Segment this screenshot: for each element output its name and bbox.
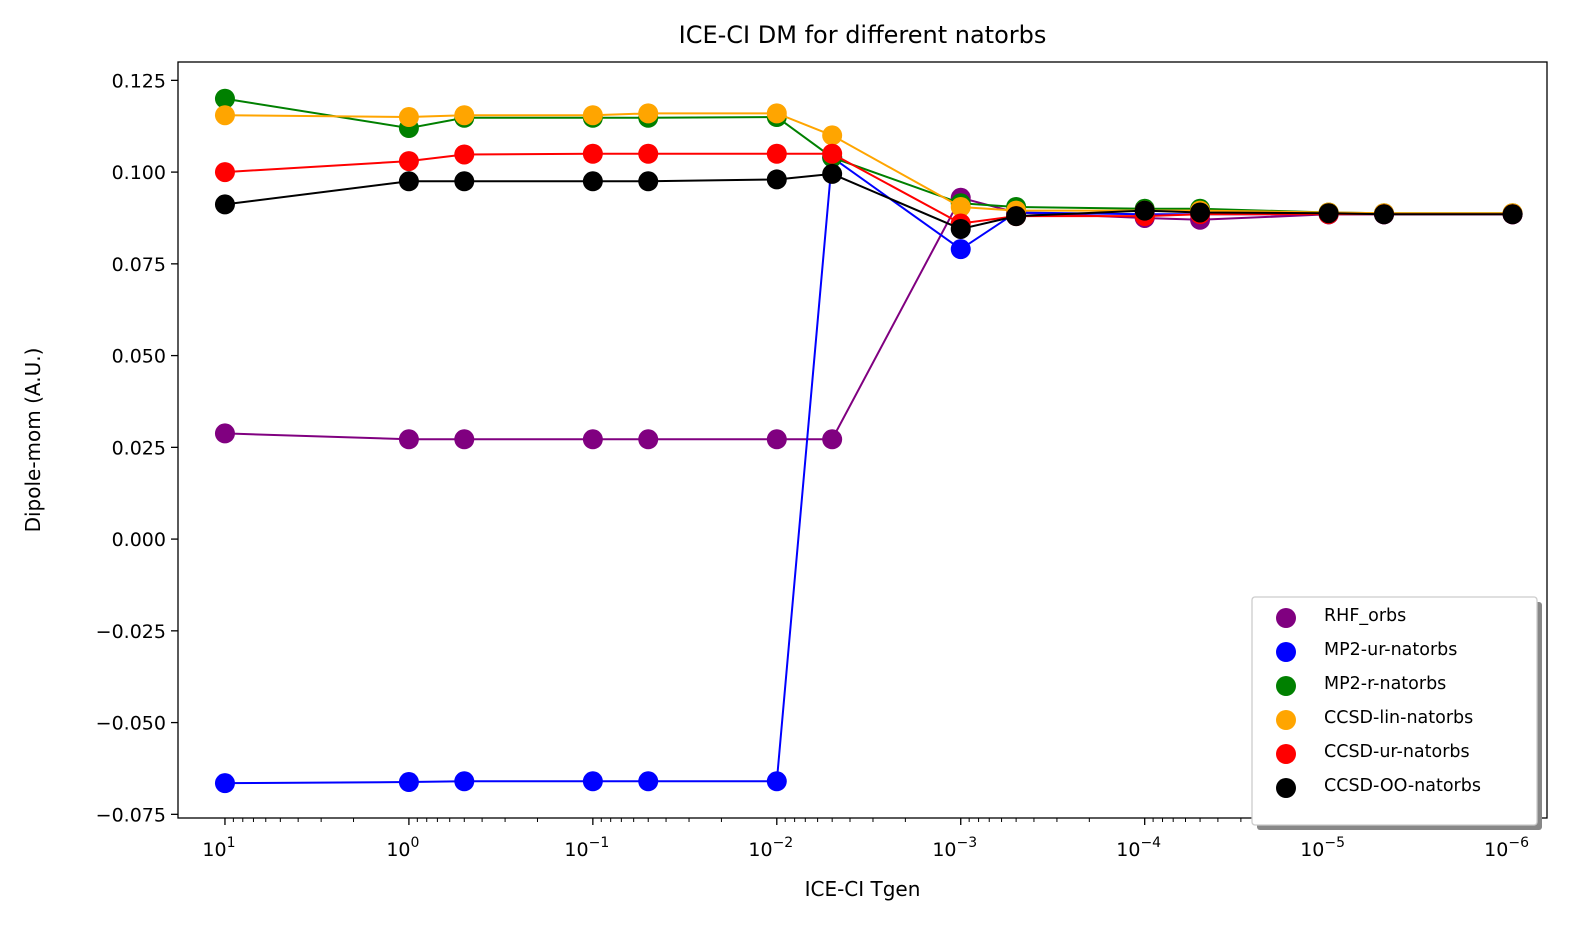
data-point [822,125,843,146]
data-point [1134,200,1155,221]
data-point [214,88,235,109]
data-point [398,171,419,192]
series-layer [214,88,1523,794]
x-tick-exponent: −4 [1140,835,1161,851]
data-point [214,105,235,126]
data-point [398,429,419,450]
data-point [398,151,419,172]
data-point [638,143,659,164]
x-axis-label: ICE-CI Tgen [805,877,921,901]
x-tick-label: 10−6 [1484,835,1529,861]
data-point [950,239,971,260]
series-line [224,152,1513,225]
data-point [822,163,843,184]
data-point [454,429,475,450]
y-tick-label: 0.075 [112,254,166,276]
data-point [454,144,475,165]
data-point [398,107,419,128]
data-point [454,771,475,792]
series-CCSD-OO-natorbs [214,163,1523,239]
data-point [1006,206,1027,227]
data-point [454,105,475,126]
data-point [766,169,787,190]
data-point [766,771,787,792]
data-point [766,103,787,124]
legend-label: MP2-r-natorbs [1324,674,1446,694]
chart-title: ICE-CI DM for different natorbs [679,21,1047,49]
legend-label: MP2-ur-natorbs [1324,640,1457,660]
data-point [582,171,603,192]
data-point [950,196,971,217]
data-point [1374,204,1395,225]
data-point [582,771,603,792]
y-tick-label: −0.025 [96,621,166,643]
data-point [638,771,659,792]
legend-label: CCSD-lin-natorbs [1324,708,1473,728]
data-point [638,103,659,124]
x-tick-exponent: 0 [411,835,420,851]
y-tick-label: −0.050 [96,713,166,735]
x-tick-exponent: −6 [1508,835,1529,851]
data-point [638,171,659,192]
data-point [638,429,659,450]
data-point [214,194,235,215]
y-tick-label: 0.125 [112,70,166,92]
x-tick-exponent: 1 [227,835,236,851]
x-tick-exponent: −2 [773,835,794,851]
legend-marker [1276,778,1296,798]
legend-marker [1276,676,1296,696]
x-tick-exponent: −3 [957,835,978,851]
series-line [224,172,1513,231]
data-point [214,773,235,794]
legend: RHF_orbs MP2-ur-natorbs MP2-r-natorbs CCSD-… [1251,596,1542,830]
legend-marker [1276,744,1296,764]
legend-label: RHF_orbs [1324,606,1406,626]
plot-frame [177,61,1548,819]
legend-label: CCSD-ur-natorbs [1324,742,1470,762]
legend-label: CCSD-OO-natorbs [1324,776,1481,796]
legend-marker [1276,608,1296,628]
x-tick-exponent: −5 [1324,835,1345,851]
y-tick-label: 0.100 [112,162,166,184]
data-point [454,171,475,192]
data-point [950,218,971,239]
data-point [214,423,235,444]
data-point [1318,203,1339,224]
x-tick-label: 10−5 [1300,835,1345,861]
y-tick-label: 0.025 [112,437,166,459]
data-point [1502,204,1523,225]
data-point [822,429,843,450]
data-point [398,772,419,793]
data-point [582,429,603,450]
data-point [766,143,787,164]
y-tick-label: −0.075 [96,804,166,826]
y-tick-label: 0.000 [112,529,166,551]
data-point [214,162,235,183]
data-point [582,105,603,126]
legend-marker [1276,710,1296,730]
y-axis-label: Dipole-mom (A.U.) [21,348,45,533]
data-point [822,143,843,164]
data-point [1190,202,1211,223]
data-point [582,143,603,164]
data-point [766,429,787,450]
legend-marker [1276,642,1296,662]
axis-ticks: 0.125 0.100 0.075 0.050 0.025 0.000 −0.025 −0.0… [96,70,1542,861]
x-tick-exponent: −1 [589,835,610,851]
legend-box [1251,596,1538,826]
y-tick-label: 0.050 [112,346,166,368]
